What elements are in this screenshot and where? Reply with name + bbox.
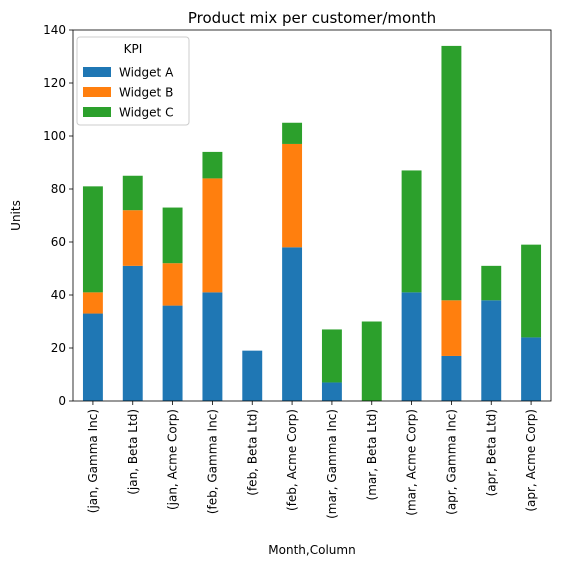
bar-widget-a-10 <box>481 300 502 401</box>
bar-widget-a-9 <box>441 355 462 401</box>
bar-widget-b-3 <box>202 178 223 293</box>
bars-layer <box>82 45 542 401</box>
x-axis: (jan, Gamma Inc) (jan, Beta Ltd) (jan, Acm… <box>86 401 538 519</box>
y-tick-label: 60 <box>51 235 66 249</box>
x-tick-label: (feb, Gamma Inc) <box>205 409 219 514</box>
bar-widget-a-5 <box>282 247 303 401</box>
y-tick-label: 20 <box>51 341 66 355</box>
bar-widget-a-1 <box>122 265 143 401</box>
bar-widget-c-7 <box>361 321 382 401</box>
bar-widget-c-10 <box>481 265 502 301</box>
bar-widget-a-3 <box>202 292 223 401</box>
y-axis: 0 20 40 60 80 100 120 140 <box>43 23 73 408</box>
y-axis-label: Units <box>9 200 23 231</box>
y-tick-label: 0 <box>58 394 66 408</box>
bar-widget-b-0 <box>82 292 103 314</box>
legend-label: Widget C <box>119 106 173 120</box>
x-tick-label: (apr, Gamma Inc) <box>444 409 458 515</box>
x-tick-label: (jan, Gamma Inc) <box>86 409 100 513</box>
bar-widget-b-5 <box>282 143 303 248</box>
y-tick-label: 140 <box>43 23 66 37</box>
bar-widget-a-11 <box>521 337 542 401</box>
y-tick-label: 80 <box>51 182 66 196</box>
bar-widget-c-9 <box>441 45 462 301</box>
legend-box <box>76 36 190 126</box>
x-tick-label: (mar, Beta Ltd) <box>365 409 379 500</box>
bar-widget-c-8 <box>401 170 422 293</box>
bar-widget-c-1 <box>122 175 143 211</box>
x-tick-label: (feb, Beta Ltd) <box>245 409 259 496</box>
bar-widget-a-2 <box>162 305 183 401</box>
chart-title: Product mix per customer/month <box>188 9 436 27</box>
bar-widget-c-3 <box>202 151 223 179</box>
bar-widget-b-1 <box>122 210 143 266</box>
plot-frame <box>72 29 552 402</box>
legend-title: KPI <box>124 42 143 56</box>
x-axis-label: Month,Column <box>268 543 355 557</box>
bar-widget-c-5 <box>282 122 303 144</box>
y-tick-label: 40 <box>51 288 66 302</box>
x-tick-label: (jan, Acme Corp) <box>166 409 180 510</box>
legend-swatch <box>83 87 111 97</box>
bar-widget-a-8 <box>401 292 422 401</box>
x-tick-label: (feb, Acme Corp) <box>285 409 299 511</box>
legend-swatch <box>83 107 111 117</box>
bar-widget-c-11 <box>521 244 542 338</box>
bar-widget-a-6 <box>321 382 342 401</box>
y-tick-label: 120 <box>43 76 66 90</box>
bar-widget-c-0 <box>82 186 103 293</box>
bar-widget-c-2 <box>162 207 183 264</box>
legend-swatch <box>83 67 111 77</box>
y-tick-label: 100 <box>43 129 66 143</box>
x-tick-label: (apr, Acme Corp) <box>524 409 538 512</box>
legend-label: Widget A <box>119 66 174 80</box>
x-tick-label: (mar, Gamma Inc) <box>325 409 339 519</box>
bar-widget-b-2 <box>162 263 183 306</box>
bar-widget-b-9 <box>441 300 462 356</box>
legend: KPI Widget A Widget B Widget C <box>76 36 190 126</box>
bar-widget-c-6 <box>321 329 342 383</box>
x-tick-label: (apr, Beta Ltd) <box>484 409 498 496</box>
bar-widget-a-4 <box>242 350 263 401</box>
bar-widget-a-0 <box>82 313 103 401</box>
legend-label: Widget B <box>119 86 173 100</box>
x-tick-label: (mar, Acme Corp) <box>405 409 419 516</box>
x-tick-label: (jan, Beta Ltd) <box>126 409 140 495</box>
